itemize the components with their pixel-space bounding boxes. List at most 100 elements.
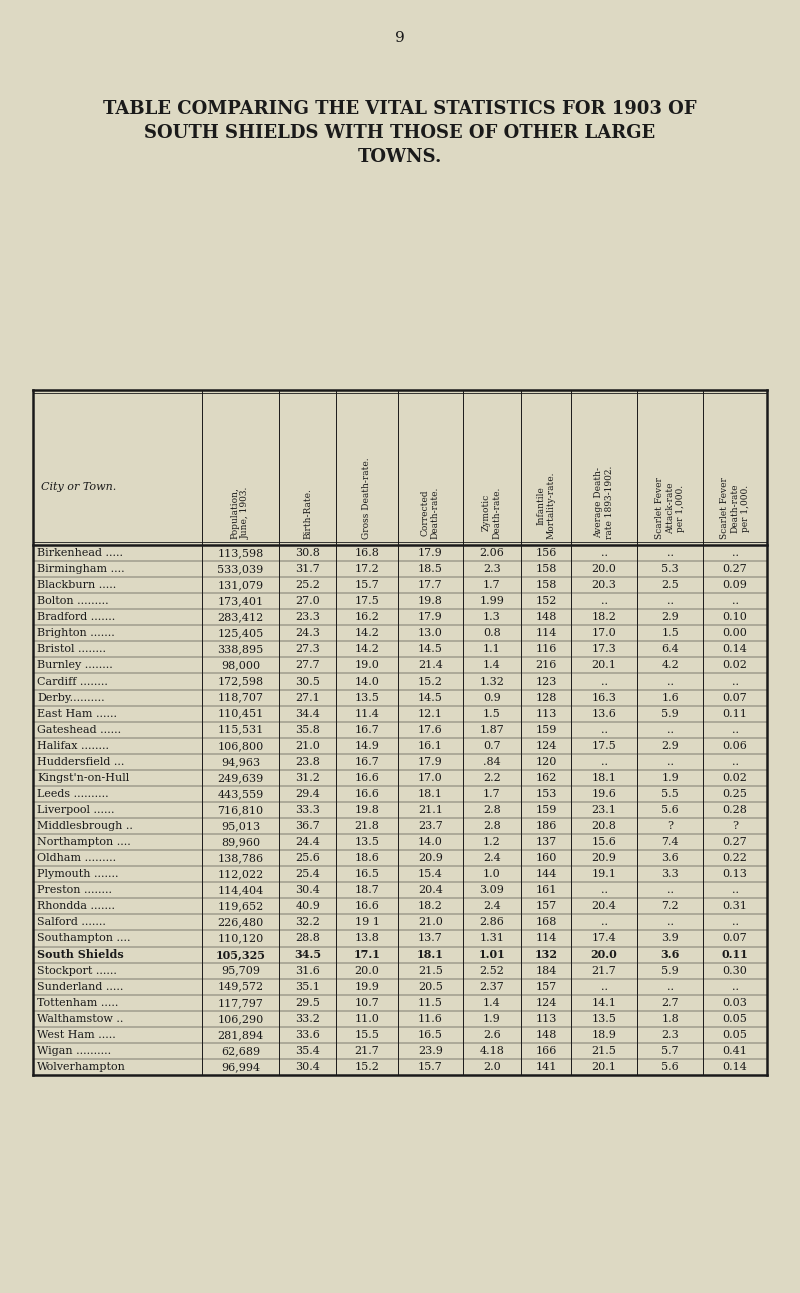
Text: 14.2: 14.2 <box>354 628 379 639</box>
Text: ..: .. <box>731 548 738 559</box>
Text: ..: .. <box>601 548 607 559</box>
Text: 168: 168 <box>535 918 557 927</box>
Text: Middlesbrough ..: Middlesbrough .. <box>37 821 133 831</box>
Text: ?: ? <box>732 821 738 831</box>
Text: 17.9: 17.9 <box>418 548 442 559</box>
Text: 17.5: 17.5 <box>354 596 379 606</box>
Text: 17.2: 17.2 <box>354 564 379 574</box>
Text: 95,709: 95,709 <box>221 966 260 976</box>
Text: 1.8: 1.8 <box>662 1014 679 1024</box>
Text: 106,290: 106,290 <box>218 1014 263 1024</box>
Text: 2.52: 2.52 <box>479 966 504 976</box>
Text: 283,412: 283,412 <box>218 613 263 622</box>
Text: 125,405: 125,405 <box>218 628 263 639</box>
Text: 18.9: 18.9 <box>591 1029 617 1040</box>
Text: ..: .. <box>601 676 607 687</box>
Text: 3.6: 3.6 <box>661 949 680 959</box>
Text: 1.0: 1.0 <box>483 869 501 879</box>
Text: 13.5: 13.5 <box>354 693 379 702</box>
Text: 20.9: 20.9 <box>591 853 617 864</box>
Text: 0.00: 0.00 <box>722 628 747 639</box>
Text: 14.2: 14.2 <box>354 644 379 654</box>
Text: 24.4: 24.4 <box>295 837 320 847</box>
Text: ..: .. <box>666 756 674 767</box>
Text: 2.4: 2.4 <box>483 901 501 912</box>
Text: 20.0: 20.0 <box>590 949 618 959</box>
Text: 20.1: 20.1 <box>591 661 617 671</box>
Text: 14.0: 14.0 <box>354 676 379 687</box>
Text: Plymouth .......: Plymouth ....... <box>37 869 118 879</box>
Text: 0.22: 0.22 <box>722 853 747 864</box>
Text: 9: 9 <box>395 31 405 45</box>
Text: Stockport ......: Stockport ...... <box>37 966 117 976</box>
Text: 32.2: 32.2 <box>295 918 320 927</box>
Text: TOWNS.: TOWNS. <box>358 147 442 166</box>
Text: 18.7: 18.7 <box>354 886 379 895</box>
Text: 15.4: 15.4 <box>418 869 442 879</box>
Text: 20.4: 20.4 <box>591 901 617 912</box>
Text: 15.7: 15.7 <box>354 581 379 590</box>
Text: ..: .. <box>601 724 607 734</box>
Text: 19.6: 19.6 <box>591 789 617 799</box>
Text: 1.87: 1.87 <box>479 724 504 734</box>
Text: 1.5: 1.5 <box>483 709 501 719</box>
Text: 40.9: 40.9 <box>295 901 320 912</box>
Text: 13.7: 13.7 <box>418 934 442 944</box>
Text: 31.7: 31.7 <box>295 564 320 574</box>
Text: 2.7: 2.7 <box>662 998 679 1007</box>
Text: 23.8: 23.8 <box>295 756 320 767</box>
Text: 338,895: 338,895 <box>218 644 263 654</box>
Text: 20.3: 20.3 <box>591 581 617 590</box>
Text: 33.6: 33.6 <box>295 1029 320 1040</box>
Text: 20.0: 20.0 <box>591 564 617 574</box>
Text: 160: 160 <box>535 853 557 864</box>
Text: 1.01: 1.01 <box>478 949 505 959</box>
Text: TABLE COMPARING THE VITAL STATISTICS FOR 1903 OF: TABLE COMPARING THE VITAL STATISTICS FOR… <box>103 100 697 118</box>
Text: 19.1: 19.1 <box>591 869 617 879</box>
Text: 1.32: 1.32 <box>479 676 504 687</box>
Text: 2.3: 2.3 <box>483 564 501 574</box>
Text: 0.10: 0.10 <box>722 613 747 622</box>
Text: 20.9: 20.9 <box>418 853 442 864</box>
Text: 2.37: 2.37 <box>479 981 504 992</box>
Text: 2.9: 2.9 <box>662 613 679 622</box>
Text: Bolton .........: Bolton ......... <box>37 596 109 606</box>
Text: 23.1: 23.1 <box>591 806 617 815</box>
Text: 10.7: 10.7 <box>354 998 379 1007</box>
Text: ..: .. <box>601 981 607 992</box>
Text: 716,810: 716,810 <box>218 806 263 815</box>
Text: 20.8: 20.8 <box>591 821 617 831</box>
Text: 0.11: 0.11 <box>722 949 749 959</box>
Text: 98,000: 98,000 <box>221 661 260 671</box>
Text: 216: 216 <box>535 661 557 671</box>
Text: 95,013: 95,013 <box>221 821 260 831</box>
Text: ..: .. <box>601 886 607 895</box>
Text: 27.7: 27.7 <box>295 661 320 671</box>
Text: 15.2: 15.2 <box>354 1062 379 1072</box>
Text: 14.1: 14.1 <box>591 998 617 1007</box>
Text: 30.4: 30.4 <box>295 1062 320 1072</box>
Text: 249,639: 249,639 <box>218 773 263 782</box>
Text: 1.31: 1.31 <box>479 934 504 944</box>
Text: 89,960: 89,960 <box>221 837 260 847</box>
Text: 16.1: 16.1 <box>418 741 442 751</box>
Text: East Ham ......: East Ham ...... <box>37 709 117 719</box>
Text: 443,559: 443,559 <box>218 789 263 799</box>
Text: 0.25: 0.25 <box>722 789 747 799</box>
Text: 5.9: 5.9 <box>662 709 679 719</box>
Text: 18.1: 18.1 <box>418 789 442 799</box>
Text: 2.6: 2.6 <box>483 1029 501 1040</box>
Text: 0.14: 0.14 <box>722 1062 747 1072</box>
Text: 1.2: 1.2 <box>483 837 501 847</box>
Text: 1.9: 1.9 <box>662 773 679 782</box>
Text: 153: 153 <box>535 789 557 799</box>
Text: 173,401: 173,401 <box>218 596 263 606</box>
Text: 15.6: 15.6 <box>591 837 617 847</box>
Text: ..: .. <box>666 886 674 895</box>
Text: 0.14: 0.14 <box>722 644 747 654</box>
Text: 1.6: 1.6 <box>662 693 679 702</box>
Text: 1.3: 1.3 <box>483 613 501 622</box>
Text: 1.9: 1.9 <box>483 1014 501 1024</box>
Text: 34.4: 34.4 <box>295 709 320 719</box>
Text: 149,572: 149,572 <box>218 981 263 992</box>
